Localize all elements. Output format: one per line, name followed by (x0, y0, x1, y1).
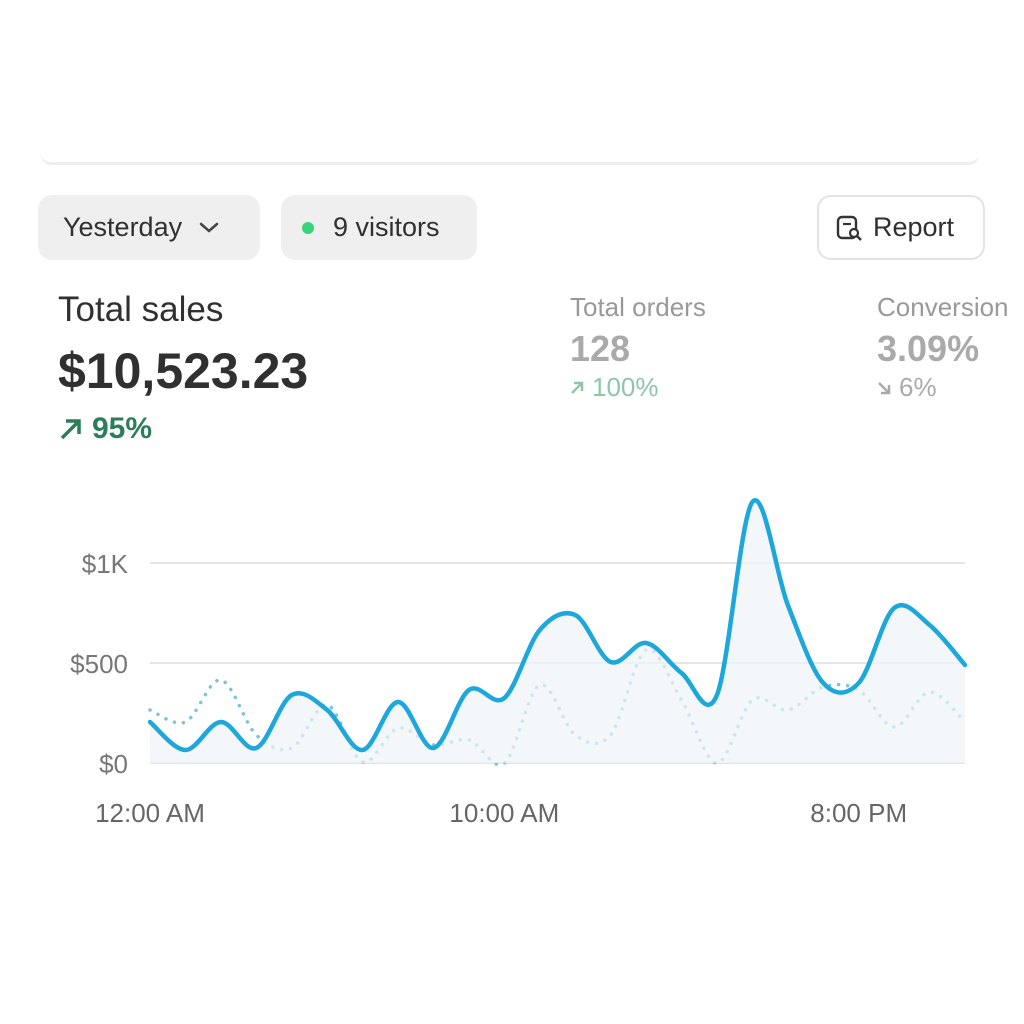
chevron-icon (199, 222, 219, 233)
visitors-button[interactable]: 9 visitors (281, 195, 477, 260)
metric-change-text: 6% (899, 372, 937, 402)
period-button[interactable]: Yesterday (38, 195, 260, 260)
report-button[interactable]: Report (817, 195, 985, 260)
live-dot (302, 221, 314, 234)
y-tick-label: $1K (82, 549, 129, 579)
metric-label: Conversion (877, 292, 1009, 322)
report-icon (836, 215, 862, 241)
x-tick-label: 12:00 AM (95, 798, 205, 828)
metric-label: Total sales (58, 290, 224, 329)
metric-change: 6% (877, 372, 937, 403)
metric-change-text: 100% (592, 372, 659, 402)
x-tick-label: 10:00 AM (449, 798, 559, 828)
metric-label: Total orders (570, 292, 706, 322)
up-arrow (571, 381, 584, 394)
report-label: Report (873, 212, 955, 242)
metric-value: $10,523.23 (58, 343, 309, 399)
down-arrow (878, 381, 891, 394)
area (150, 500, 965, 763)
metric-value: 3.09% (877, 328, 980, 369)
metric-change: 100% (570, 372, 659, 403)
series-line (147, 498, 968, 753)
period-label: Yesterday (63, 212, 183, 242)
y-tick-label: $500 (70, 649, 128, 679)
visitors-label: 9 visitors (333, 212, 440, 242)
up-arrow (60, 419, 81, 440)
card-edge (40, 150, 980, 165)
y-tick-label: $0 (99, 749, 128, 779)
x-tick-label: 8:00 PM (810, 798, 907, 828)
metric-change: 95% (58, 412, 152, 446)
metric-change-text: 95% (92, 412, 153, 445)
metric-value: 128 (570, 328, 631, 369)
